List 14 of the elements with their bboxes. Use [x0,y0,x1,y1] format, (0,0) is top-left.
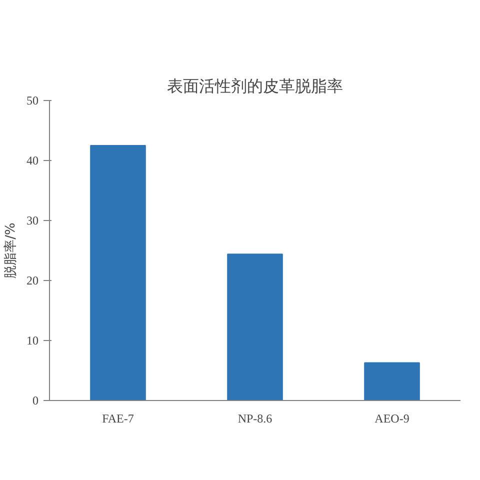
y-tick-label: 40 [26,154,38,168]
y-tick-label: 10 [26,334,38,348]
chart-title: 表面活性剂的皮革脱脂率 [167,76,343,96]
bar [227,254,283,400]
y-tick-label: 30 [26,214,38,228]
y-tick-label: 0 [32,394,38,408]
x-tick-label: AEO-9 [374,412,410,426]
y-tick-label: 20 [26,274,38,288]
x-tick-label: FAE-7 [102,412,134,426]
bar [90,145,146,400]
bar [364,362,420,400]
y-tick-label: 50 [26,94,38,108]
y-axis-title: 脱脂率/% [2,222,18,278]
x-tick-label: NP-8.6 [238,412,272,426]
